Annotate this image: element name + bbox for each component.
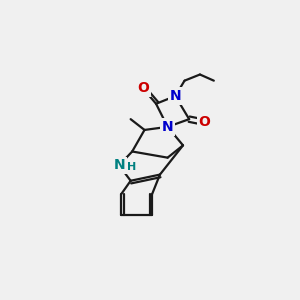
- Text: N: N: [113, 158, 125, 172]
- Text: O: O: [199, 115, 211, 129]
- Text: O: O: [137, 81, 149, 95]
- Text: N: N: [169, 89, 181, 103]
- Text: N: N: [162, 120, 173, 134]
- Text: H: H: [127, 162, 136, 172]
